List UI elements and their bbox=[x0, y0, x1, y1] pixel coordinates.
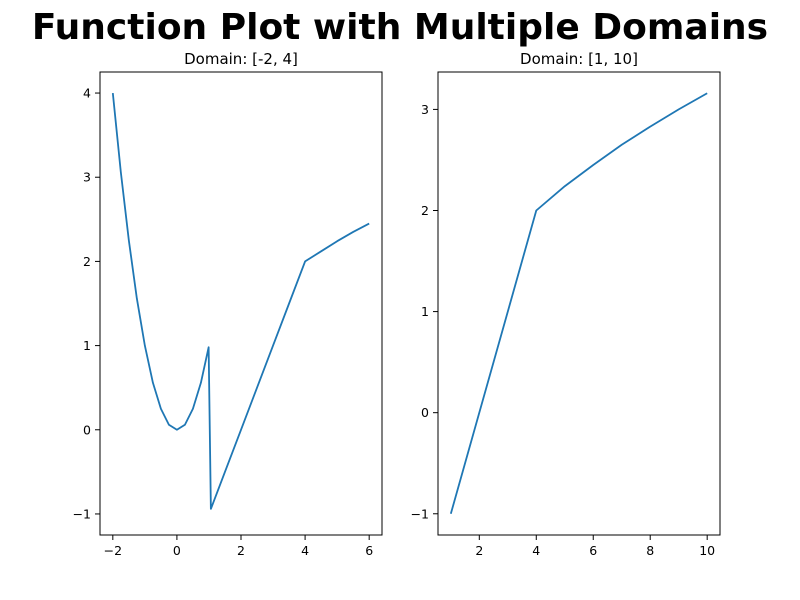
x-tick-label: 6 bbox=[589, 543, 597, 558]
y-tick-label: 1 bbox=[421, 304, 429, 319]
y-tick-label: 3 bbox=[83, 170, 91, 185]
axes-frame bbox=[437, 71, 721, 536]
x-tick-label: 2 bbox=[475, 543, 483, 558]
subplot-1: Domain: [-2, 4] −2 0 2 4 6 −1 0 1 2 3 4 bbox=[73, 50, 383, 558]
y-tick-label: −1 bbox=[411, 506, 429, 521]
x-tick-label: −2 bbox=[104, 543, 122, 558]
series-line bbox=[111, 92, 370, 510]
figure-title: Function Plot with Multiple Domains bbox=[32, 7, 768, 48]
x-tick-label: 0 bbox=[173, 543, 181, 558]
y-tick-label: 1 bbox=[83, 338, 91, 353]
axes-frame bbox=[99, 71, 383, 536]
x-tick-label: 10 bbox=[699, 543, 715, 558]
x-tick-label: 8 bbox=[646, 543, 654, 558]
x-tick-label: 2 bbox=[237, 543, 245, 558]
y-tick-label: 2 bbox=[83, 254, 91, 269]
y-tick-label: −1 bbox=[73, 506, 91, 521]
x-tick-label: 6 bbox=[365, 543, 373, 558]
subplot-title: Domain: [1, 10] bbox=[520, 50, 638, 68]
x-tick-label: 4 bbox=[532, 543, 540, 558]
y-tick-label: 0 bbox=[421, 405, 429, 420]
subplot-2: Domain: [1, 10] 2 4 6 8 10 −1 0 1 2 3 bbox=[411, 50, 721, 558]
subplot-title: Domain: [-2, 4] bbox=[184, 50, 298, 68]
y-tick-label: 0 bbox=[83, 422, 91, 437]
y-tick-label: 3 bbox=[421, 102, 429, 117]
y-tick-label: 4 bbox=[83, 86, 91, 101]
x-tick-label: 4 bbox=[301, 543, 309, 558]
y-tick-label: 2 bbox=[421, 203, 429, 218]
series-line bbox=[449, 92, 708, 515]
